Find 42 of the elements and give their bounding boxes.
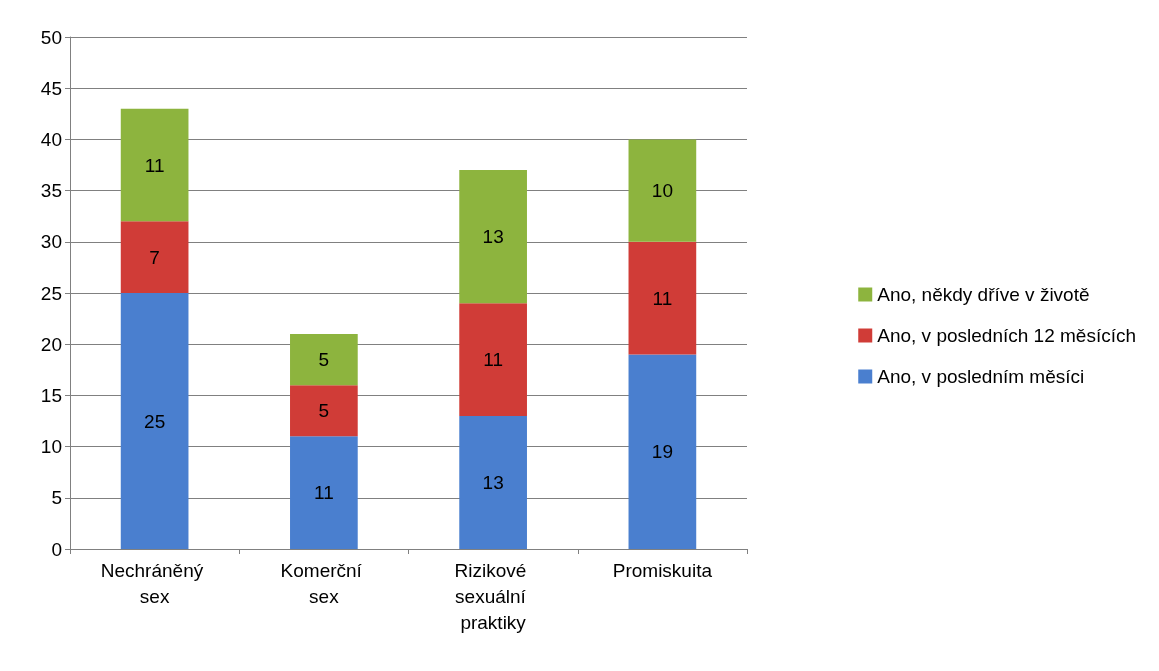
x-tick-label: Komerční sex — [280, 559, 368, 607]
bar — [120, 221, 189, 293]
y-tick-label: 40 — [40, 128, 62, 150]
y-tick-label: 10 — [40, 436, 62, 458]
data-label: 10 — [651, 180, 673, 202]
bar — [459, 415, 527, 549]
bar — [628, 354, 697, 549]
data-label: 25 — [144, 410, 166, 432]
bar — [290, 436, 358, 549]
legend-label: Ano, v posledních 12 měsících — [877, 325, 1137, 346]
legend-label: Ano, někdy dříve v životě — [877, 284, 1090, 305]
y-tick-label: 25 — [40, 282, 62, 304]
y-tick-label: 5 — [51, 487, 62, 509]
bar — [459, 303, 527, 416]
y-tick-label: 15 — [40, 384, 62, 406]
data-label: 13 — [482, 471, 504, 493]
legend-label: Ano, v posledním měsíci — [877, 366, 1085, 387]
y-tick-label: 50 — [40, 26, 62, 48]
x-tick-label: Nechráněný sex — [100, 559, 209, 607]
x-tick-label: Promiskuita — [612, 559, 713, 581]
data-label: 7 — [149, 246, 160, 268]
data-label: 11 — [144, 154, 165, 176]
bar — [290, 333, 358, 386]
bar — [120, 293, 189, 549]
y-tick-label: 30 — [40, 231, 62, 253]
bar — [290, 385, 358, 437]
data-label: 5 — [318, 349, 330, 371]
y-tick-label: 0 — [51, 538, 62, 560]
data-label: 11 — [652, 287, 673, 309]
data-label: 13 — [482, 226, 504, 248]
y-tick-label: 20 — [40, 333, 62, 355]
bar — [459, 170, 527, 304]
y-tick-label: 45 — [40, 77, 62, 99]
bar — [628, 241, 697, 355]
data-label: 19 — [651, 441, 673, 463]
bar — [120, 108, 189, 222]
data-label: 11 — [314, 482, 334, 504]
data-label: 5 — [318, 400, 330, 422]
data-label: 11 — [483, 349, 503, 371]
bar — [628, 139, 697, 242]
x-tick-label: Rizikové sexuální praktiky — [454, 559, 532, 633]
y-tick-label: 35 — [40, 180, 62, 202]
